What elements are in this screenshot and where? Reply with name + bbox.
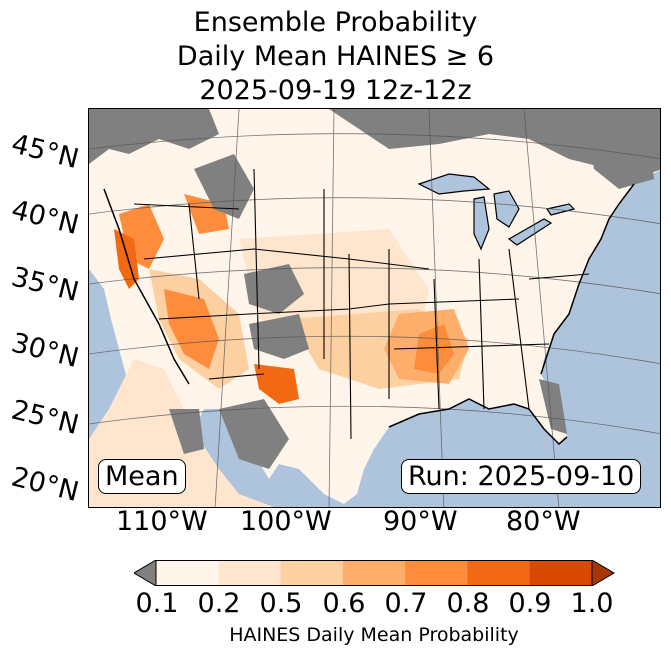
- no-data-rockies: [194, 154, 254, 219]
- graticule: [89, 109, 660, 507]
- lon-100-line: [328, 109, 335, 507]
- state-borders: [103, 168, 635, 446]
- lon-label-80: 80°W: [506, 506, 581, 537]
- colorbar-tick-label: 1.0: [570, 588, 614, 619]
- lat-label-45: 45°N: [8, 128, 82, 176]
- prob-region-arizona: [164, 289, 219, 369]
- lat-label-40: 40°N: [8, 194, 82, 242]
- lat-label-30: 30°N: [8, 327, 82, 375]
- lat-30-line: [89, 335, 660, 365]
- no-data-newmexico: [249, 314, 309, 359]
- colorbar-swatch: [156, 560, 219, 586]
- colorbar-label: HAINES Daily Mean Probability: [229, 624, 519, 646]
- no-data-cells: [89, 109, 660, 469]
- no-data-canada: [329, 109, 660, 179]
- colorbar-tick-label: 0.1: [135, 588, 179, 619]
- colorbar-under-arrow: [134, 560, 157, 586]
- colorbar-swatch: [467, 560, 531, 586]
- map-panel: [88, 108, 661, 508]
- lon-label-100: 100°W: [240, 506, 332, 537]
- colorbar-tick-label: 0.8: [446, 588, 490, 619]
- lat-25-line: [89, 405, 660, 435]
- lat-label-25: 25°N: [8, 394, 82, 442]
- lat-label-20: 20°N: [8, 461, 82, 509]
- colorbar-over-arrow: [591, 560, 615, 586]
- lake-erie: [507, 218, 553, 246]
- lon-110-line: [214, 109, 240, 507]
- colorbar-swatch: [280, 560, 344, 586]
- colorbar-tick-label: 0.2: [197, 588, 241, 619]
- no-data-florida: [539, 379, 567, 434]
- lake-huron: [493, 190, 520, 228]
- colorbar-tick-label: 0.7: [384, 588, 428, 619]
- map-canvas: [89, 109, 660, 507]
- no-data-colorado: [244, 264, 304, 314]
- lon-80-line: [523, 109, 560, 507]
- state-border-lines: [133, 168, 590, 440]
- colorbar-swatch: [405, 560, 468, 586]
- no-data-sierra: [169, 409, 204, 454]
- lake-michigan: [473, 196, 490, 251]
- title-line-2: Daily Mean HAINES ≥ 6: [176, 41, 495, 72]
- no-data-northwest: [89, 109, 219, 164]
- lon-label-90: 90°W: [383, 506, 458, 537]
- colorbar-tick-label: 0.6: [322, 588, 366, 619]
- lon-label-110: 110°W: [116, 506, 208, 537]
- great-lakes: [417, 173, 576, 251]
- lat-label-35: 35°N: [8, 261, 82, 309]
- colorbar-tick-label: 0.9: [508, 588, 552, 619]
- prob-region-texas-west: [254, 364, 299, 404]
- lat-45-line: [89, 133, 660, 160]
- colorbar-swatch: [218, 560, 282, 586]
- no-data-mexico: [219, 399, 289, 469]
- lon-90-line: [428, 109, 445, 507]
- no-data-northeast: [589, 129, 654, 189]
- colorbar-outline: [155, 560, 593, 586]
- prob-region-core: [414, 324, 454, 374]
- coastline: [103, 183, 635, 446]
- colorbar-swatch: [529, 560, 593, 586]
- run-date-box: Run: 2025-09-10: [401, 459, 642, 494]
- stat-box: Mean: [98, 459, 186, 494]
- lat-35-line: [89, 267, 660, 295]
- title-line-3: 2025-09-19 12z-12z: [199, 75, 472, 106]
- colorbar-swatch: [342, 560, 406, 586]
- colorbar: [134, 560, 615, 586]
- title-line-1: Ensemble Probability: [193, 7, 478, 38]
- colorbar-tick-label: 0.5: [259, 588, 303, 619]
- lake-superior: [417, 173, 491, 195]
